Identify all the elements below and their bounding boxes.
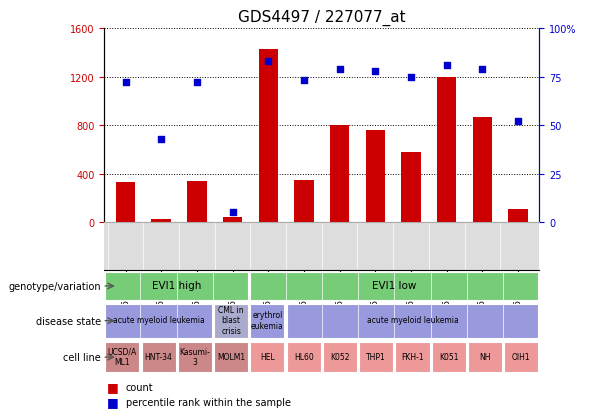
- Text: acute myeloid leukemia: acute myeloid leukemia: [367, 316, 459, 325]
- Bar: [294, 180, 314, 223]
- Text: percentile rank within the sample: percentile rank within the sample: [126, 396, 291, 407]
- Point: [370, 68, 380, 75]
- Point: [335, 66, 345, 73]
- Point: [442, 62, 452, 69]
- Point: [228, 210, 238, 216]
- Bar: [323, 342, 357, 373]
- Bar: [330, 126, 349, 223]
- Point: [192, 80, 202, 86]
- Point: [264, 59, 273, 65]
- Bar: [287, 304, 538, 338]
- Bar: [250, 342, 284, 373]
- Text: K051: K051: [439, 352, 459, 361]
- Point: [406, 74, 416, 81]
- Text: erythrol
eukemia: erythrol eukemia: [251, 311, 284, 330]
- Bar: [151, 219, 171, 223]
- Text: ■: ■: [107, 395, 119, 408]
- Text: FKH-1: FKH-1: [401, 352, 424, 361]
- Text: NH: NH: [479, 352, 491, 361]
- Text: THP1: THP1: [367, 352, 386, 361]
- Bar: [105, 304, 212, 338]
- Point: [156, 136, 166, 142]
- Text: cell line: cell line: [63, 352, 101, 362]
- Bar: [365, 131, 385, 223]
- Bar: [105, 342, 139, 373]
- Bar: [142, 342, 176, 373]
- Text: ■: ■: [107, 380, 119, 393]
- Bar: [473, 117, 492, 223]
- Bar: [437, 77, 457, 223]
- Bar: [223, 218, 243, 223]
- Bar: [359, 342, 394, 373]
- Text: EVI1 high: EVI1 high: [152, 280, 202, 291]
- Text: MOLM1: MOLM1: [217, 352, 245, 361]
- Point: [121, 80, 131, 86]
- Text: EVI1 low: EVI1 low: [372, 280, 417, 291]
- Text: disease state: disease state: [36, 316, 101, 326]
- Bar: [178, 342, 212, 373]
- Bar: [187, 181, 207, 223]
- Bar: [116, 183, 135, 223]
- Text: CML in
blast
crisis: CML in blast crisis: [218, 305, 244, 335]
- Text: Kasumi-
3: Kasumi- 3: [180, 347, 210, 366]
- Text: HNT-34: HNT-34: [145, 352, 172, 361]
- Bar: [432, 342, 466, 373]
- Bar: [105, 273, 248, 300]
- Text: K052: K052: [330, 352, 349, 361]
- Point: [299, 78, 309, 85]
- Bar: [214, 342, 248, 373]
- Bar: [468, 342, 502, 373]
- Point: [478, 66, 487, 73]
- Bar: [259, 50, 278, 223]
- Bar: [395, 342, 430, 373]
- Text: HEL: HEL: [260, 352, 275, 361]
- Bar: [250, 273, 538, 300]
- Bar: [287, 342, 321, 373]
- Text: acute myeloid leukemia: acute myeloid leukemia: [113, 316, 205, 325]
- Bar: [401, 152, 421, 223]
- Text: genotype/variation: genotype/variation: [9, 281, 101, 291]
- Text: UCSD/A
ML1: UCSD/A ML1: [108, 347, 137, 366]
- Bar: [214, 304, 248, 338]
- Point: [513, 119, 523, 125]
- Bar: [508, 209, 528, 223]
- Title: GDS4497 / 227077_at: GDS4497 / 227077_at: [238, 10, 406, 26]
- Bar: [250, 304, 284, 338]
- Text: OIH1: OIH1: [512, 352, 531, 361]
- Bar: [504, 342, 538, 373]
- Text: count: count: [126, 382, 153, 392]
- Text: HL60: HL60: [294, 352, 314, 361]
